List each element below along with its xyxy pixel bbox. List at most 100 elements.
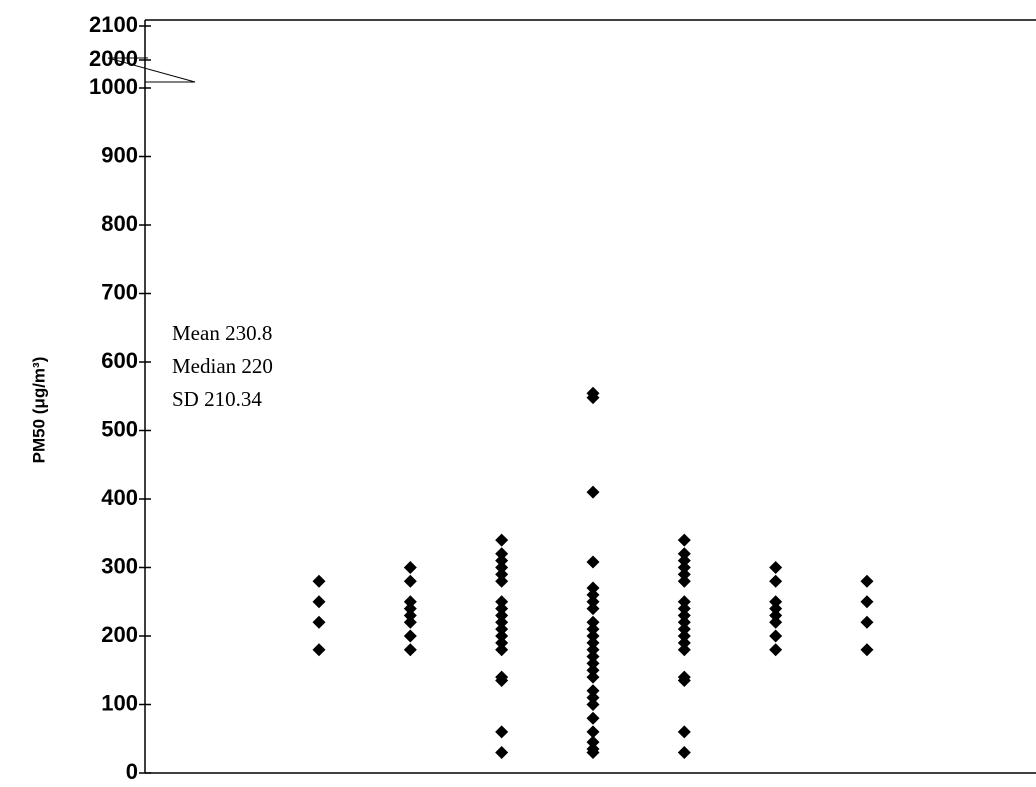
data-point (677, 622, 691, 636)
data-point (586, 615, 600, 629)
data-point (586, 629, 600, 643)
data-point (677, 629, 691, 643)
data-point (403, 629, 417, 643)
data-point (586, 650, 600, 664)
data-point (586, 485, 600, 499)
data-point (860, 615, 874, 629)
data-point (495, 643, 509, 657)
data-point (403, 595, 417, 609)
data-point (586, 595, 600, 609)
data-point (403, 602, 417, 616)
data-point (769, 643, 783, 657)
data-point (586, 656, 600, 670)
y-tick-label: 2000 (89, 46, 138, 71)
y-tick-label: 1000 (89, 74, 138, 99)
data-point (495, 561, 509, 574)
data-point (860, 643, 874, 657)
y-tick-label: 2100 (89, 12, 138, 37)
data-point (677, 574, 691, 588)
data-point (769, 615, 783, 629)
data-point (312, 615, 326, 629)
annotation: Median 220 (172, 354, 273, 378)
data-point (860, 574, 874, 588)
y-tick-label: 800 (101, 211, 138, 236)
data-point (586, 555, 600, 569)
y-tick-label: 500 (101, 416, 138, 441)
data-point (312, 643, 326, 657)
data-point (677, 745, 691, 759)
data-point (677, 561, 691, 574)
data-point (769, 629, 783, 643)
data-point (403, 561, 417, 574)
data-point (586, 691, 600, 705)
data-point (677, 595, 691, 609)
y-tick-label: 400 (101, 485, 138, 510)
data-point (586, 735, 600, 749)
data-point (586, 725, 600, 739)
data-point (677, 567, 691, 581)
data-point (677, 608, 691, 622)
annotation: Mean 230.8 (172, 321, 272, 345)
data-point (586, 588, 600, 602)
data-point (495, 615, 509, 629)
data-point (312, 574, 326, 588)
data-point (586, 602, 600, 616)
data-point (495, 636, 509, 650)
data-point (586, 622, 600, 636)
data-point (495, 547, 509, 561)
data-point (403, 615, 417, 629)
data-point (495, 595, 509, 609)
data-point (495, 725, 509, 739)
data-point (403, 643, 417, 657)
data-point (677, 602, 691, 616)
data-point (586, 581, 600, 595)
data-point (677, 636, 691, 650)
y-tick-label: 200 (101, 622, 138, 647)
y-tick-label: 600 (101, 348, 138, 373)
y-tick-label: 700 (101, 279, 138, 304)
data-point (403, 608, 417, 622)
data-point (677, 643, 691, 657)
data-point (586, 670, 600, 684)
data-point (495, 602, 509, 616)
data-point (586, 698, 600, 711)
data-point (495, 554, 509, 568)
axis-break (107, 57, 196, 83)
data-point (769, 602, 783, 616)
data-point (677, 554, 691, 568)
data-point (860, 595, 874, 609)
data-point (495, 608, 509, 622)
data-point (769, 608, 783, 622)
data-point (586, 391, 600, 405)
data-point (769, 574, 783, 588)
data-point (677, 547, 691, 561)
data-point (586, 711, 600, 725)
data-point (495, 745, 509, 759)
data-point (403, 574, 417, 588)
data-point (586, 643, 600, 657)
data-point (495, 674, 509, 688)
y-tick-label: 900 (101, 142, 138, 167)
data-point (677, 615, 691, 629)
data-point (495, 533, 509, 547)
y-tick-label: 300 (101, 553, 138, 578)
data-point (312, 595, 326, 609)
data-point (769, 561, 783, 574)
y-tick-label: 0 (126, 759, 138, 782)
data-point (586, 745, 600, 759)
data-point (495, 567, 509, 581)
data-point (495, 629, 509, 643)
data-point (586, 684, 600, 698)
data-point (586, 636, 600, 650)
data-point (677, 725, 691, 739)
annotation: SD 210.34 (172, 387, 262, 411)
y-tick-label: 100 (101, 690, 138, 715)
data-point (677, 674, 691, 688)
data-point (495, 574, 509, 588)
data-point (769, 595, 783, 609)
data-point (677, 533, 691, 547)
data-point (586, 663, 600, 677)
data-point (495, 622, 509, 636)
y-axis-label: PM50 (μg/m³) (29, 357, 48, 464)
